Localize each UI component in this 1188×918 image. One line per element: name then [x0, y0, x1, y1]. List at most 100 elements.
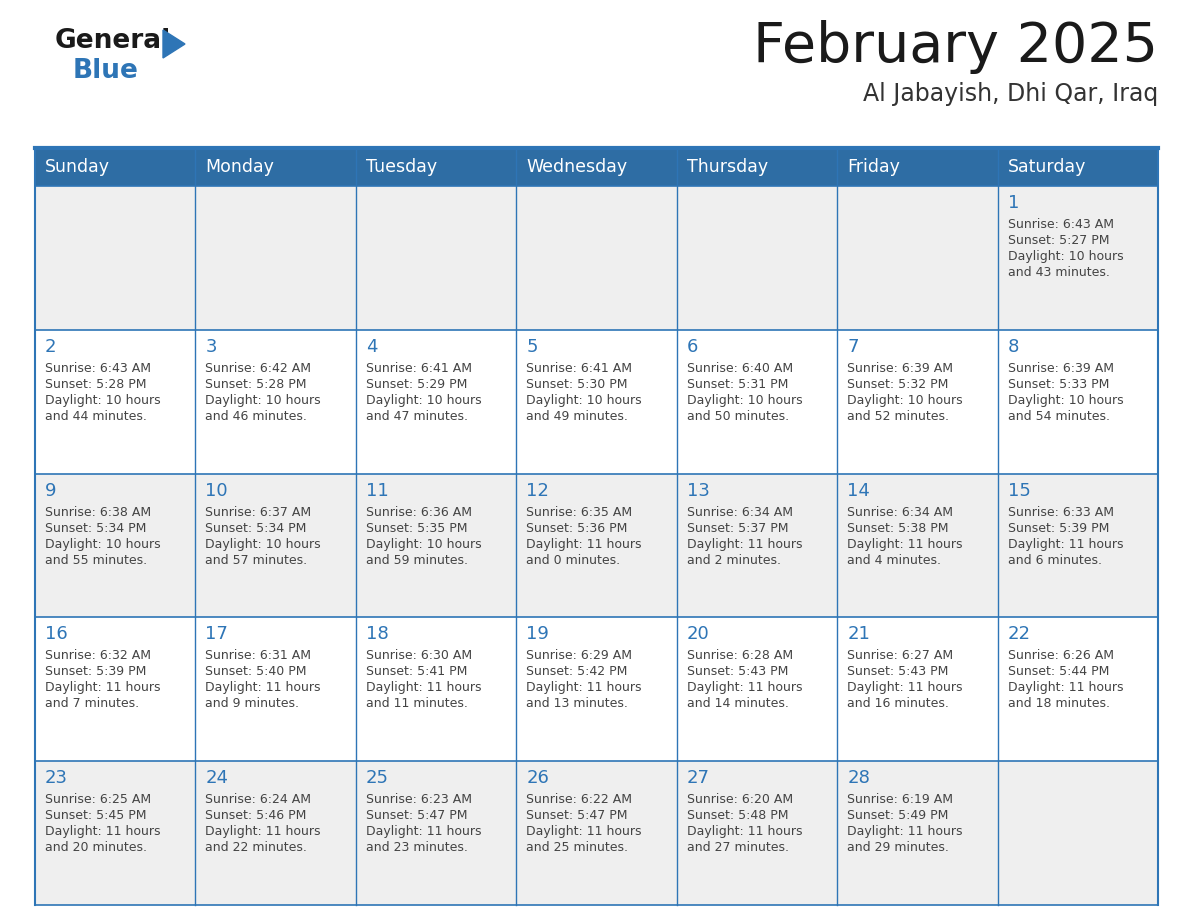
Polygon shape: [163, 30, 185, 58]
Text: Sunrise: 6:24 AM: Sunrise: 6:24 AM: [206, 793, 311, 806]
Text: 9: 9: [45, 482, 57, 499]
Text: and 27 minutes.: and 27 minutes.: [687, 841, 789, 855]
Text: 2: 2: [45, 338, 57, 356]
Text: 15: 15: [1007, 482, 1030, 499]
Text: Sunrise: 6:38 AM: Sunrise: 6:38 AM: [45, 506, 151, 519]
Text: Daylight: 11 hours: Daylight: 11 hours: [366, 825, 481, 838]
Text: Sunset: 5:34 PM: Sunset: 5:34 PM: [206, 521, 307, 534]
Text: Daylight: 11 hours: Daylight: 11 hours: [526, 825, 642, 838]
Text: Sunrise: 6:42 AM: Sunrise: 6:42 AM: [206, 362, 311, 375]
Text: Daylight: 11 hours: Daylight: 11 hours: [526, 538, 642, 551]
Text: Daylight: 10 hours: Daylight: 10 hours: [1007, 250, 1123, 263]
Text: Sunset: 5:43 PM: Sunset: 5:43 PM: [847, 666, 948, 678]
Text: Sunrise: 6:27 AM: Sunrise: 6:27 AM: [847, 649, 953, 663]
Text: February 2025: February 2025: [753, 20, 1158, 74]
Text: Daylight: 10 hours: Daylight: 10 hours: [206, 538, 321, 551]
Text: and 49 minutes.: and 49 minutes.: [526, 409, 628, 423]
Text: Sunset: 5:27 PM: Sunset: 5:27 PM: [1007, 234, 1110, 247]
Text: Daylight: 10 hours: Daylight: 10 hours: [45, 394, 160, 407]
Text: Sunset: 5:42 PM: Sunset: 5:42 PM: [526, 666, 627, 678]
Text: Sunset: 5:32 PM: Sunset: 5:32 PM: [847, 378, 948, 391]
Text: Sunset: 5:36 PM: Sunset: 5:36 PM: [526, 521, 627, 534]
Text: Sunset: 5:37 PM: Sunset: 5:37 PM: [687, 521, 788, 534]
Text: Daylight: 11 hours: Daylight: 11 hours: [366, 681, 481, 694]
Text: Daylight: 10 hours: Daylight: 10 hours: [687, 394, 802, 407]
Text: and 29 minutes.: and 29 minutes.: [847, 841, 949, 855]
Text: and 44 minutes.: and 44 minutes.: [45, 409, 147, 423]
Text: 19: 19: [526, 625, 549, 644]
Text: 8: 8: [1007, 338, 1019, 356]
Text: 4: 4: [366, 338, 378, 356]
Text: and 20 minutes.: and 20 minutes.: [45, 841, 147, 855]
Text: Friday: Friday: [847, 158, 901, 176]
Text: 27: 27: [687, 769, 709, 788]
Text: 6: 6: [687, 338, 699, 356]
Text: Sunrise: 6:22 AM: Sunrise: 6:22 AM: [526, 793, 632, 806]
Text: Daylight: 11 hours: Daylight: 11 hours: [526, 681, 642, 694]
Text: Daylight: 11 hours: Daylight: 11 hours: [847, 538, 962, 551]
Text: 24: 24: [206, 769, 228, 788]
Text: Sunrise: 6:30 AM: Sunrise: 6:30 AM: [366, 649, 472, 663]
Text: Sunday: Sunday: [45, 158, 110, 176]
Text: and 0 minutes.: and 0 minutes.: [526, 554, 620, 566]
Text: Daylight: 11 hours: Daylight: 11 hours: [687, 681, 802, 694]
Text: Daylight: 10 hours: Daylight: 10 hours: [45, 538, 160, 551]
Text: and 11 minutes.: and 11 minutes.: [366, 698, 468, 711]
Text: Sunrise: 6:31 AM: Sunrise: 6:31 AM: [206, 649, 311, 663]
Text: Daylight: 11 hours: Daylight: 11 hours: [687, 825, 802, 838]
Text: 10: 10: [206, 482, 228, 499]
Text: Daylight: 10 hours: Daylight: 10 hours: [847, 394, 962, 407]
Text: Sunset: 5:33 PM: Sunset: 5:33 PM: [1007, 378, 1108, 391]
Text: Daylight: 11 hours: Daylight: 11 hours: [45, 681, 160, 694]
Text: Tuesday: Tuesday: [366, 158, 437, 176]
Text: Sunrise: 6:37 AM: Sunrise: 6:37 AM: [206, 506, 311, 519]
Text: and 14 minutes.: and 14 minutes.: [687, 698, 789, 711]
Text: Sunset: 5:47 PM: Sunset: 5:47 PM: [526, 809, 627, 823]
Text: Sunset: 5:44 PM: Sunset: 5:44 PM: [1007, 666, 1108, 678]
Bar: [34, 148, 1158, 186]
Text: Monday: Monday: [206, 158, 274, 176]
Text: 5: 5: [526, 338, 538, 356]
Text: and 2 minutes.: and 2 minutes.: [687, 554, 781, 566]
Text: and 4 minutes.: and 4 minutes.: [847, 554, 941, 566]
Text: Sunrise: 6:25 AM: Sunrise: 6:25 AM: [45, 793, 151, 806]
Text: Sunrise: 6:33 AM: Sunrise: 6:33 AM: [1007, 506, 1113, 519]
Text: 25: 25: [366, 769, 388, 788]
Text: and 47 minutes.: and 47 minutes.: [366, 409, 468, 423]
Text: 21: 21: [847, 625, 870, 644]
Text: Sunrise: 6:34 AM: Sunrise: 6:34 AM: [687, 506, 792, 519]
Text: General: General: [55, 28, 171, 54]
Text: 12: 12: [526, 482, 549, 499]
Text: and 22 minutes.: and 22 minutes.: [206, 841, 308, 855]
Text: Sunrise: 6:39 AM: Sunrise: 6:39 AM: [847, 362, 953, 375]
Text: and 59 minutes.: and 59 minutes.: [366, 554, 468, 566]
Text: Sunrise: 6:34 AM: Sunrise: 6:34 AM: [847, 506, 953, 519]
Text: Sunset: 5:34 PM: Sunset: 5:34 PM: [45, 521, 146, 534]
Text: Sunrise: 6:32 AM: Sunrise: 6:32 AM: [45, 649, 151, 663]
Text: Sunset: 5:43 PM: Sunset: 5:43 PM: [687, 666, 788, 678]
Text: Daylight: 11 hours: Daylight: 11 hours: [847, 825, 962, 838]
Text: Sunrise: 6:20 AM: Sunrise: 6:20 AM: [687, 793, 792, 806]
Text: 18: 18: [366, 625, 388, 644]
Text: Sunrise: 6:26 AM: Sunrise: 6:26 AM: [1007, 649, 1113, 663]
Text: Sunset: 5:38 PM: Sunset: 5:38 PM: [847, 521, 949, 534]
Text: Daylight: 11 hours: Daylight: 11 hours: [687, 538, 802, 551]
Text: Sunrise: 6:43 AM: Sunrise: 6:43 AM: [45, 362, 151, 375]
Text: 28: 28: [847, 769, 870, 788]
Text: Daylight: 11 hours: Daylight: 11 hours: [206, 681, 321, 694]
Text: Sunrise: 6:43 AM: Sunrise: 6:43 AM: [1007, 218, 1113, 231]
Text: Thursday: Thursday: [687, 158, 767, 176]
Text: 22: 22: [1007, 625, 1030, 644]
Text: and 6 minutes.: and 6 minutes.: [1007, 554, 1101, 566]
Text: 16: 16: [45, 625, 68, 644]
Text: Daylight: 10 hours: Daylight: 10 hours: [366, 538, 481, 551]
Text: Sunrise: 6:35 AM: Sunrise: 6:35 AM: [526, 506, 632, 519]
Text: and 50 minutes.: and 50 minutes.: [687, 409, 789, 423]
Text: 14: 14: [847, 482, 870, 499]
Text: 13: 13: [687, 482, 709, 499]
Text: Sunrise: 6:19 AM: Sunrise: 6:19 AM: [847, 793, 953, 806]
Text: Sunset: 5:39 PM: Sunset: 5:39 PM: [1007, 521, 1108, 534]
Text: Sunrise: 6:40 AM: Sunrise: 6:40 AM: [687, 362, 792, 375]
Text: 26: 26: [526, 769, 549, 788]
Bar: [34, 330, 1158, 474]
